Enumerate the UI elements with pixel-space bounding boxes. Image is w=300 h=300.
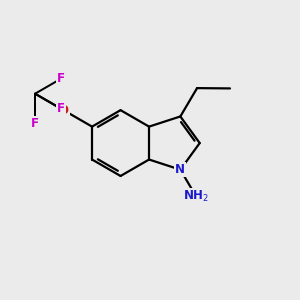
Text: O: O	[58, 104, 69, 117]
Text: F: F	[31, 117, 39, 130]
Text: F: F	[57, 102, 65, 115]
Text: F: F	[57, 72, 65, 86]
Text: N: N	[176, 163, 185, 176]
Text: NH$_2$: NH$_2$	[183, 189, 209, 204]
